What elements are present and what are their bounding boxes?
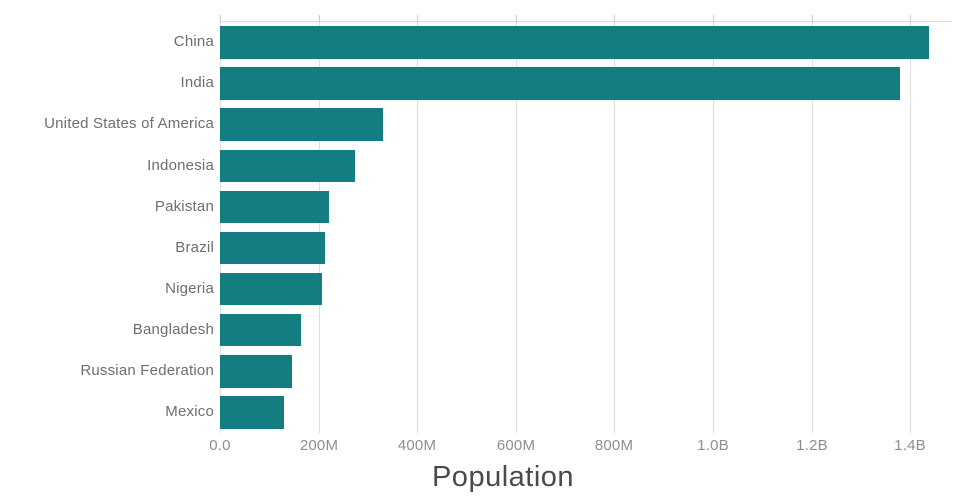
x-gridline xyxy=(614,22,615,433)
category-label: Bangladesh xyxy=(132,320,214,338)
bar-row: Russian Federation xyxy=(80,355,952,388)
bar-brazil xyxy=(220,231,325,265)
x-gridline xyxy=(516,22,517,433)
bar-russian-federation xyxy=(220,355,292,388)
category-label: Indonesia xyxy=(147,156,214,174)
x-axis-title: Population xyxy=(431,461,575,493)
bar-indonesia xyxy=(220,149,355,183)
x-tick-label: 400M xyxy=(397,437,437,454)
x-tick-label: 1.0B xyxy=(697,437,729,454)
bar-row: India xyxy=(180,67,952,100)
x-tick-label: 1.4B xyxy=(894,437,926,454)
x-tick-label: 200M xyxy=(299,437,339,454)
bar-pakistan xyxy=(220,190,329,224)
bar-row: United States of America xyxy=(44,108,952,141)
bar-nigeria xyxy=(220,272,322,306)
x-axis-tick xyxy=(417,15,418,22)
bar-row: Nigeria xyxy=(165,272,952,306)
x-axis-tick xyxy=(516,15,517,22)
category-label: Nigeria xyxy=(165,279,214,297)
bar-row: China xyxy=(174,26,952,59)
bar-mexico xyxy=(220,396,284,429)
bar-india xyxy=(220,67,901,100)
x-tick-label: 800M xyxy=(594,437,634,454)
category-label: Pakistan xyxy=(154,197,214,215)
x-axis-tick xyxy=(220,15,221,22)
x-gridline xyxy=(417,22,418,433)
category-label: China xyxy=(173,33,214,51)
category-label: Mexico xyxy=(165,403,214,421)
x-gridline xyxy=(812,22,813,433)
x-axis-tick xyxy=(910,15,911,22)
plot-area: 0.0 200M 400M 600M 800M 1.0B 1.2B 1.4B China Indi… xyxy=(44,15,952,454)
category-label: United States of America xyxy=(44,115,214,133)
x-tick-label: 0.0 xyxy=(209,437,231,454)
x-tick-label: 600M xyxy=(496,437,536,454)
x-gridline xyxy=(220,22,221,433)
category-label: India xyxy=(180,74,214,92)
category-label: Russian Federation xyxy=(80,362,214,379)
x-gridline xyxy=(910,22,911,433)
x-axis-tick xyxy=(614,15,615,22)
bar-row: Pakistan xyxy=(155,190,952,224)
bar-row: Bangladesh xyxy=(133,313,952,347)
bar-china xyxy=(220,26,930,59)
category-label: Brazil xyxy=(175,238,214,256)
x-axis-tick xyxy=(713,15,714,22)
bar-united-states-of-america xyxy=(220,108,384,141)
x-gridline xyxy=(713,22,714,433)
bar-row: Brazil xyxy=(175,231,952,265)
x-axis-tick xyxy=(319,15,320,22)
x-gridline xyxy=(319,22,320,433)
x-axis-tick xyxy=(812,15,813,22)
bar-row: Mexico xyxy=(165,396,952,429)
bar-row: Indonesia xyxy=(147,149,952,183)
x-tick-label: 1.2B xyxy=(796,437,828,454)
bar-bangladesh xyxy=(220,313,302,347)
